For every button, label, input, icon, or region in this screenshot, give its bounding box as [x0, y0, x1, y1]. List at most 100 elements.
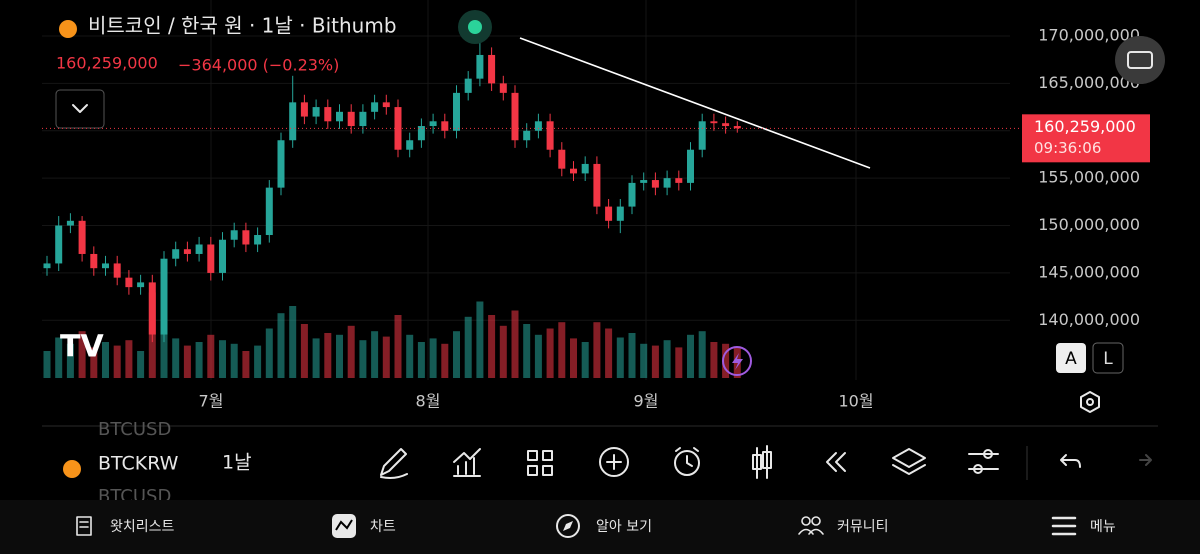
- last-price-time: 09:36:06: [1034, 139, 1101, 157]
- candle-body: [66, 220, 74, 226]
- settings-icon[interactable]: [1080, 391, 1100, 413]
- replay-icon[interactable]: [826, 452, 846, 472]
- candle-body: [137, 282, 145, 288]
- community-icon: [801, 516, 811, 526]
- layers-icon[interactable]: [892, 448, 926, 475]
- volume-bar: [499, 325, 507, 378]
- y-tick-label: 155,000,000: [1038, 168, 1140, 187]
- nav-menu[interactable]: 메뉴: [1090, 519, 1116, 535]
- candle-body: [371, 102, 379, 112]
- candle-body: [651, 180, 659, 188]
- alert-icon[interactable]: [674, 450, 700, 476]
- add-icon[interactable]: [599, 447, 629, 477]
- flash-icon: [732, 353, 743, 370]
- explore-icon: [556, 514, 580, 538]
- candle-body: [675, 178, 683, 183]
- volume-bar: [488, 315, 496, 378]
- y-tick-label: 145,000,000: [1038, 262, 1140, 281]
- fullscreen-button[interactable]: [1115, 36, 1165, 84]
- redo-icon[interactable]: [1139, 454, 1152, 466]
- candle-body: [148, 282, 156, 335]
- community-icon-body: [798, 528, 824, 535]
- candle-body: [687, 149, 694, 183]
- candle-body: [219, 239, 226, 273]
- collapse-button[interactable]: [55, 89, 105, 129]
- candle-body: [336, 111, 343, 122]
- candle-body: [300, 102, 308, 117]
- candle-body: [593, 163, 601, 207]
- candle-body: [359, 111, 367, 127]
- volume-bar: [183, 345, 191, 378]
- volume-bar: [102, 342, 109, 378]
- candle-body: [172, 249, 180, 259]
- candle-body: [733, 126, 741, 129]
- volume-bar: [219, 340, 226, 378]
- y-tick-label: 170,000,000: [1038, 26, 1140, 45]
- nav-watchlist[interactable]: 왓치리스트: [110, 519, 175, 535]
- volume-bar: [265, 328, 273, 378]
- candle-body: [324, 107, 332, 122]
- volume-bar: [113, 345, 121, 378]
- volume-bar: [651, 345, 659, 378]
- candle-body: [628, 182, 636, 207]
- nav-community[interactable]: 커뮤니티: [837, 519, 889, 535]
- candle-body: [464, 78, 472, 93]
- volume-bar: [324, 333, 332, 378]
- volume-bar: [698, 331, 706, 378]
- candle-body: [605, 206, 613, 221]
- x-tick-label: 8월: [416, 392, 441, 411]
- candle-body: [546, 121, 554, 150]
- y-tick-label: 165,000,000: [1038, 73, 1140, 92]
- auto-scale-button[interactable]: [1056, 343, 1086, 373]
- candle-body: [289, 102, 297, 141]
- indicators-icon[interactable]: [453, 448, 481, 477]
- watchlist-icon: [76, 516, 92, 536]
- candle-body: [523, 130, 531, 141]
- nav-explore[interactable]: 알아 보기: [596, 519, 652, 535]
- symbol-prev: BTCUSD: [98, 419, 171, 440]
- candle-body: [417, 126, 425, 141]
- bottom-nav: [0, 500, 1200, 554]
- layouts-icon[interactable]: [527, 450, 553, 476]
- volume-bar: [675, 347, 683, 378]
- slider-knob: [973, 464, 983, 474]
- volume-bar: [382, 336, 390, 378]
- tv-logo: TV: [60, 330, 104, 365]
- symbol[interactable]: BTCKRW: [98, 453, 179, 475]
- candle-body: [616, 206, 624, 221]
- nav-chart[interactable]: 차트: [370, 519, 396, 535]
- candle-body: [125, 277, 133, 288]
- candle-body: [312, 107, 320, 117]
- interval[interactable]: 1날: [222, 452, 252, 474]
- volume-bar: [628, 333, 636, 378]
- draw-icon[interactable]: [380, 448, 408, 479]
- candle-body: [441, 121, 449, 131]
- candle-body: [698, 121, 706, 150]
- last-price-box: [1022, 114, 1150, 163]
- volume-bar: [300, 324, 308, 378]
- log-scale-button[interactable]: [1092, 342, 1124, 374]
- candle-body: [511, 92, 519, 141]
- volume-bar: [511, 310, 519, 378]
- candle-body: [476, 54, 484, 79]
- candle-body: [581, 163, 589, 174]
- volume-bar: [534, 334, 542, 378]
- volume-bar: [476, 301, 484, 378]
- symbol-title[interactable]: 비트코인 / 한국 원 · 1날 · Bithumb: [88, 14, 397, 38]
- volume-bar: [605, 328, 613, 378]
- candle-body: [710, 121, 718, 124]
- volume-bar: [242, 351, 250, 378]
- candle-body: [78, 220, 86, 254]
- undo-icon[interactable]: [1060, 454, 1081, 468]
- volume-bar: [66, 343, 74, 378]
- drawing-tools: [380, 445, 1152, 480]
- coin-icon: [59, 20, 77, 38]
- candle-body: [207, 244, 215, 273]
- trend-line[interactable]: [519, 37, 871, 169]
- flash-button[interactable]: [722, 346, 752, 376]
- candle-body: [499, 83, 507, 93]
- explore-needle: [563, 521, 573, 531]
- chart-type-icon[interactable]: [752, 445, 772, 479]
